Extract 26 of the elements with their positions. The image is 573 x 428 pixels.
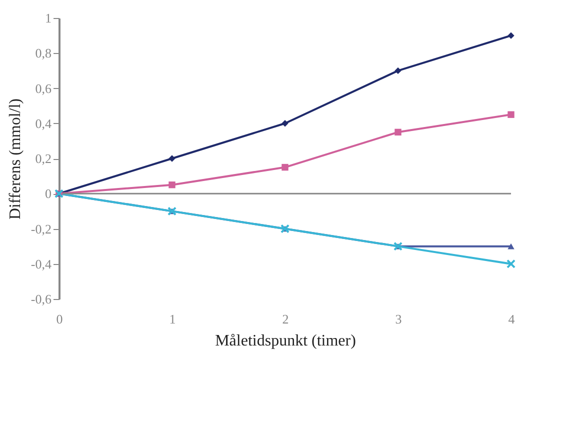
y-tick-label: -0,6 (30, 292, 52, 306)
point (168, 155, 176, 162)
point (506, 259, 516, 268)
y-tick-label: 1 (45, 10, 52, 26)
y-tick-label: 0,6 (35, 80, 52, 96)
x-tick-label: 4 (508, 312, 516, 326)
point (508, 111, 514, 118)
point (282, 120, 288, 127)
y-tick-label: 0,2 (35, 151, 52, 166)
y-tick-label: 0 (45, 186, 52, 202)
x-axis-title: Måletidspunkt (timer) (215, 332, 356, 350)
y-tick-label: -0,4 (30, 256, 52, 272)
point (168, 181, 176, 188)
x-tick-label: 2 (282, 312, 289, 326)
point (508, 32, 514, 39)
point (282, 164, 288, 171)
y-tick-label: -0,2 (30, 221, 52, 236)
point (508, 243, 514, 250)
point (394, 128, 402, 136)
x-tick-label: 3 (395, 312, 402, 326)
y-tick-label: 0,8 (35, 46, 52, 61)
x-tick-label: 0 (56, 312, 63, 326)
x-tick-label: 1 (169, 312, 176, 326)
y-tick-label: 0,4 (35, 116, 52, 131)
point (394, 67, 402, 74)
y-axis-title: Differens (mmol/l) (6, 98, 24, 220)
